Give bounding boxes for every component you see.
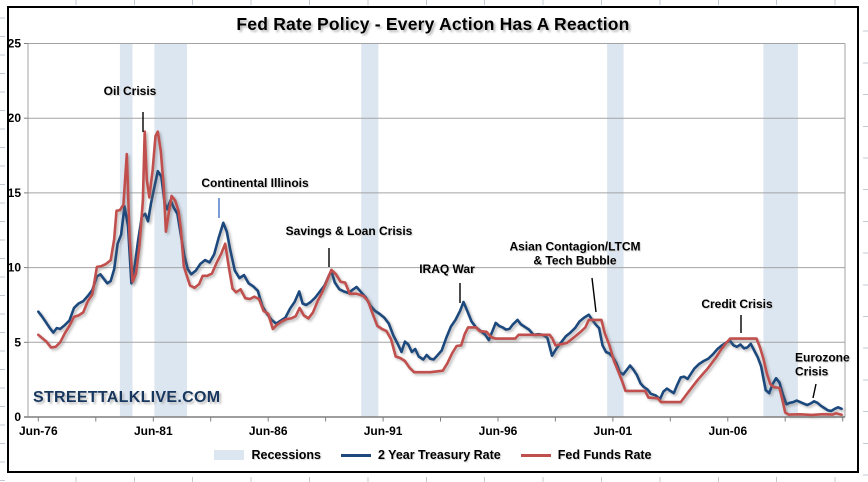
svg-text:25: 25 <box>9 37 21 51</box>
annotation-asian-contagion-ltcm: Asian Contagion/LTCM & Tech Bubble <box>509 239 641 267</box>
svg-text:Jun-76: Jun-76 <box>19 424 58 438</box>
legend-item-treasury: 2 Year Treasury Rate <box>340 448 501 462</box>
gridlines <box>27 43 846 417</box>
axis-labels: 0 5 10 15 20 25 Jun-76 Jun-81 Jun-86 Jun-91 Jun-96… <box>9 37 747 439</box>
treasury-line-swatch <box>340 453 371 457</box>
svg-text:Jun-01: Jun-01 <box>594 424 633 438</box>
annotation-credit-crisis: Credit Crisis <box>701 297 773 312</box>
fed-funds-rate-line <box>36 130 843 417</box>
axis-ticks <box>24 43 844 422</box>
svg-text:10: 10 <box>9 261 21 275</box>
border-ticks-bottom <box>0 477 868 482</box>
recession-bands <box>119 43 798 417</box>
border-ticks-top <box>0 0 868 5</box>
annotation-iraq-war: IRAQ War <box>419 262 475 277</box>
svg-text:Jun-91: Jun-91 <box>364 424 403 438</box>
svg-text:0: 0 <box>14 410 21 424</box>
svg-text:15: 15 <box>9 186 21 200</box>
legend-label-recessions: Recessions <box>251 448 321 462</box>
legend-item-fedfunds: Fed Funds Rate <box>520 448 652 462</box>
border-ticks-left <box>0 0 5 482</box>
annotation-callout-lines <box>142 112 817 399</box>
chart-frame: Fed Rate Policy - Every Action Has A Rea… <box>7 6 859 473</box>
annotation-savings-loan-crisis: Savings & Loan Crisis <box>285 224 413 239</box>
legend: Recessions 2 Year Treasury Rate Fed Fund… <box>9 448 857 462</box>
fed-funds-line-swatch <box>520 453 551 457</box>
legend-label-treasury: 2 Year Treasury Rate <box>377 448 501 462</box>
svg-text:20: 20 <box>9 111 21 125</box>
legend-label-fedfunds: Fed Funds Rate <box>557 448 652 462</box>
watermark: STREETTALKLIVE.COM <box>33 389 221 406</box>
plot-svg: 0 5 10 15 20 25 Jun-76 Jun-81 Jun-86 Jun-91 Jun-96… <box>9 37 846 439</box>
svg-text:Jun-86: Jun-86 <box>249 424 288 438</box>
svg-text:Jun-81: Jun-81 <box>134 424 173 438</box>
recession-swatch <box>214 450 245 460</box>
svg-text:5: 5 <box>14 335 21 349</box>
border-ticks-right <box>863 0 868 482</box>
annotation-oil-crisis: Oil Crisis <box>103 84 157 99</box>
svg-text:Jun-06: Jun-06 <box>708 424 747 438</box>
legend-item-recessions: Recessions <box>214 448 321 462</box>
annotation-continental-illinois: Continental Illinois <box>201 176 309 191</box>
svg-text:Jun-96: Jun-96 <box>479 424 518 438</box>
chart-title: Fed Rate Policy - Every Action Has A Rea… <box>236 14 630 34</box>
annotation-eurozone: Eurozone Crisis <box>795 350 850 378</box>
